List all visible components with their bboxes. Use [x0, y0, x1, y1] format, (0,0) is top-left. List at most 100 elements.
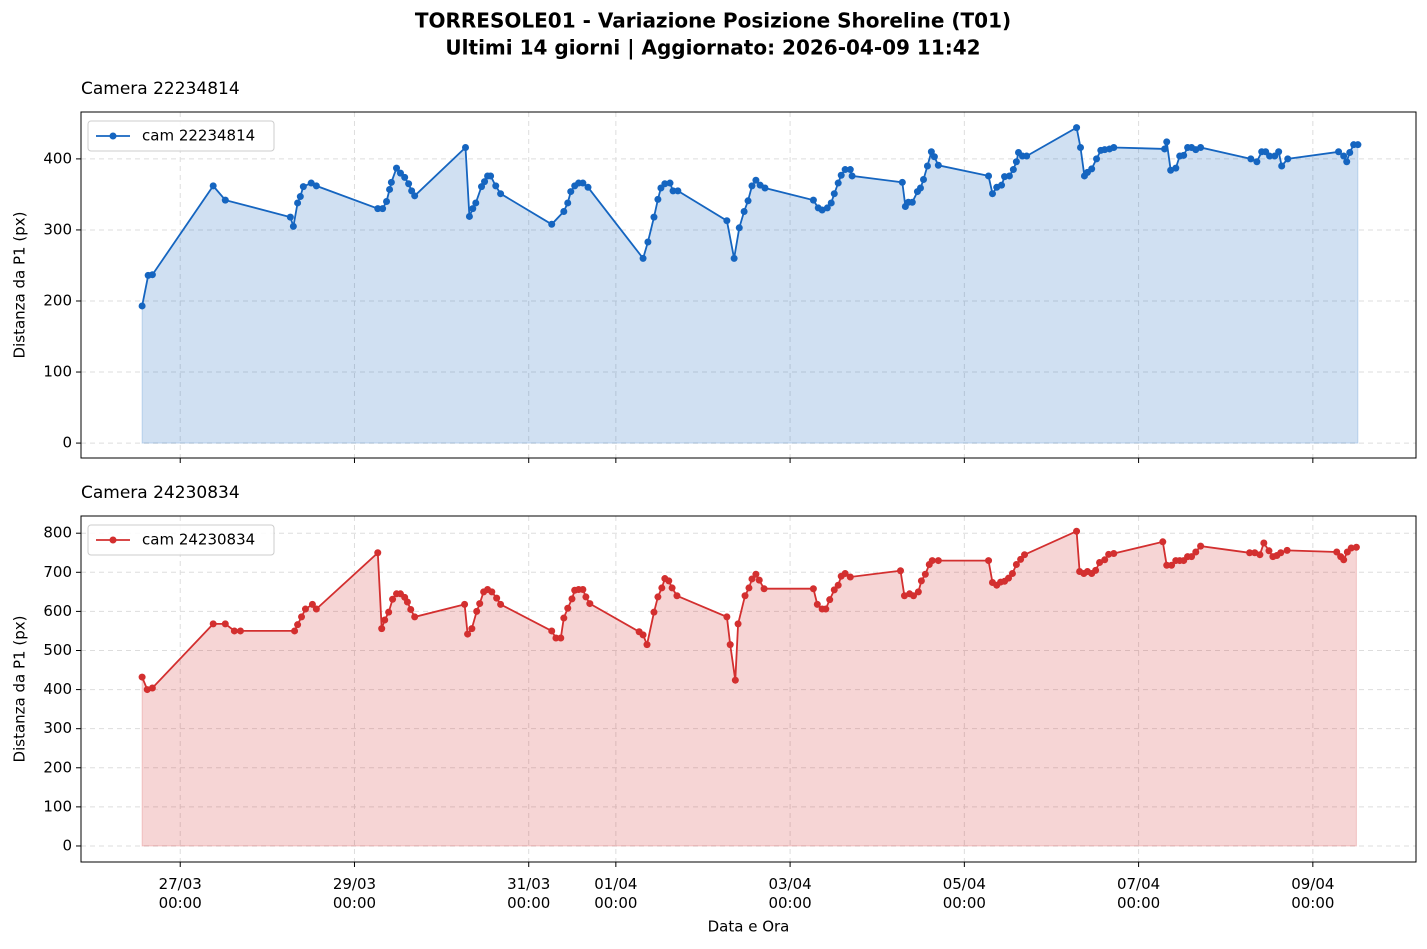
point [1073, 527, 1081, 535]
point [639, 631, 647, 639]
legend-marker [109, 132, 117, 140]
point [1283, 546, 1291, 554]
point [650, 213, 658, 221]
point [289, 222, 297, 230]
point [841, 569, 849, 577]
point [934, 557, 942, 565]
point [1188, 553, 1196, 561]
point [236, 627, 244, 635]
point [661, 180, 669, 188]
point [923, 162, 931, 170]
point [1092, 566, 1100, 574]
point [830, 586, 838, 594]
point [761, 184, 769, 192]
area [141, 126, 1359, 444]
point [374, 549, 382, 557]
point [396, 169, 404, 177]
point [748, 575, 756, 583]
point [834, 581, 842, 589]
point [493, 594, 501, 602]
point [148, 684, 156, 692]
point [1168, 561, 1176, 569]
point [1275, 148, 1283, 156]
point [552, 634, 560, 642]
plot-frame [80, 111, 1417, 459]
y-tick-label: 400 [43, 680, 72, 698]
point [841, 166, 849, 174]
point [930, 153, 938, 161]
y-tick-label: 200 [43, 758, 72, 776]
point [497, 600, 505, 608]
point [1073, 124, 1081, 132]
point [411, 192, 419, 200]
point [1110, 144, 1118, 152]
point [666, 179, 674, 187]
point [897, 567, 905, 575]
point [1284, 155, 1292, 163]
point [405, 180, 413, 188]
point [291, 627, 299, 635]
point [650, 608, 658, 616]
point [488, 588, 496, 596]
point [473, 607, 481, 615]
y-tick-label: 100 [43, 797, 72, 815]
point [487, 172, 495, 180]
point [1009, 166, 1017, 174]
point [723, 217, 731, 225]
point [1088, 165, 1096, 173]
point [734, 620, 742, 628]
point [221, 620, 229, 628]
point [934, 161, 942, 169]
x-axis-label: Data e Ora [708, 918, 790, 936]
point [898, 178, 906, 186]
point [1265, 547, 1273, 555]
point [1172, 164, 1180, 172]
point [560, 207, 568, 215]
point [834, 179, 842, 187]
y-tick-label: 300 [43, 220, 72, 238]
point [827, 199, 835, 207]
point [644, 238, 652, 246]
point [389, 595, 397, 603]
point [548, 627, 556, 635]
point [668, 584, 676, 592]
y-tick-label: 300 [43, 719, 72, 737]
point [928, 557, 936, 565]
point [393, 164, 401, 172]
y-tick-label: 500 [43, 641, 72, 659]
point [1346, 148, 1354, 156]
point [584, 183, 592, 191]
point [731, 676, 739, 684]
x-tick-label: 01/04 00:00 [594, 875, 638, 912]
point [209, 620, 217, 628]
y-tick-label: 100 [43, 363, 72, 381]
point [1354, 141, 1362, 149]
subplot-title: Camera 24230834 [81, 483, 240, 503]
point [813, 600, 821, 608]
point [837, 171, 845, 179]
point [1335, 148, 1343, 156]
point [296, 193, 304, 201]
point [209, 182, 217, 190]
point [1347, 544, 1355, 552]
point [1253, 158, 1261, 166]
point [1247, 155, 1255, 163]
point [669, 187, 677, 195]
point [1352, 543, 1360, 551]
point [730, 254, 738, 262]
point [658, 584, 666, 592]
point [1343, 158, 1351, 166]
point [1163, 138, 1171, 146]
point [374, 205, 382, 213]
point [735, 224, 743, 232]
point [411, 613, 419, 621]
point [301, 605, 309, 613]
point [1161, 145, 1169, 153]
point [755, 576, 763, 584]
point [1260, 539, 1268, 547]
legend-box [87, 524, 275, 556]
point [1096, 559, 1104, 567]
point [481, 178, 489, 186]
point [1012, 158, 1020, 166]
point [383, 198, 391, 206]
